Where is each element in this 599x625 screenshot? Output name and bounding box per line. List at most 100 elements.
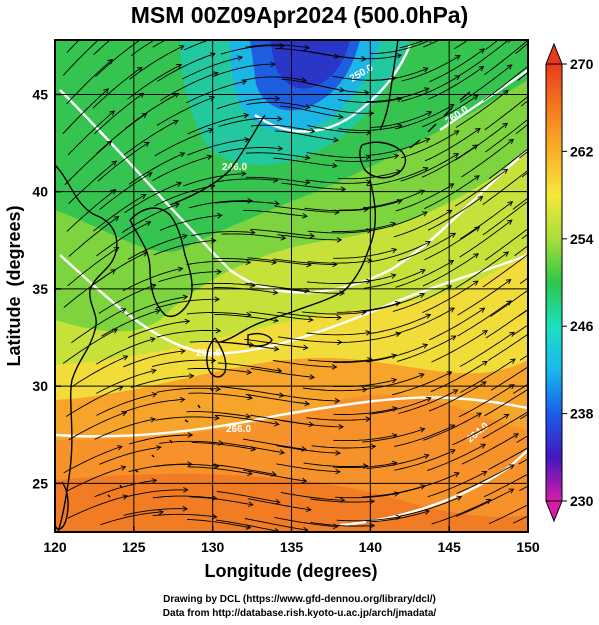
streamline xyxy=(306,417,371,421)
streamline-arrowhead xyxy=(508,40,511,44)
streamline-arrowhead xyxy=(182,505,189,512)
streamline-arrowhead xyxy=(480,381,487,387)
streamline-arrowhead xyxy=(530,91,535,96)
streamline xyxy=(151,359,216,368)
streamline xyxy=(488,504,528,525)
streamline xyxy=(366,454,429,469)
streamline-arrowhead xyxy=(563,41,568,46)
streamline-arrowhead xyxy=(309,232,316,239)
streamline-arrowhead xyxy=(333,523,339,530)
streamline-arrowhead xyxy=(446,371,453,377)
streamline-arrowhead xyxy=(304,400,311,407)
streamline-arrowhead xyxy=(275,498,281,505)
streamline-arrowhead xyxy=(179,396,186,403)
streamline xyxy=(97,141,150,182)
x-tick-label: 150 xyxy=(516,539,540,555)
streamline-arrowhead xyxy=(332,162,338,169)
streamline xyxy=(188,392,253,399)
streamline-arrowhead xyxy=(396,53,403,59)
chart-title: MSM 00Z09Apr2024 (500.0hPa) xyxy=(130,2,469,28)
streamline xyxy=(279,105,343,118)
streamline xyxy=(92,251,148,286)
streamline xyxy=(399,40,426,49)
streamline xyxy=(71,355,128,388)
streamline-arrowhead xyxy=(362,463,369,469)
streamline-arrowhead xyxy=(479,307,486,313)
streamline xyxy=(191,442,256,450)
streamline-arrowhead xyxy=(136,66,143,72)
streamline xyxy=(304,207,369,212)
streamline-arrowhead xyxy=(539,439,544,443)
streamline-arrowhead xyxy=(245,259,252,266)
streamline xyxy=(221,233,286,239)
streamline-arrowhead xyxy=(448,260,455,266)
streamline-arrowhead xyxy=(396,199,403,205)
streamline xyxy=(127,320,190,339)
streamline-arrowhead xyxy=(529,166,534,171)
streamline xyxy=(123,350,185,368)
streamline xyxy=(369,397,432,415)
streamline-arrowhead xyxy=(474,175,480,181)
streamline-arrowhead xyxy=(279,449,286,455)
streamline xyxy=(152,495,217,499)
streamline-arrowhead xyxy=(478,65,485,72)
streamline-arrowhead xyxy=(476,412,483,418)
streamline xyxy=(485,308,528,339)
streamline xyxy=(245,394,310,405)
streamline xyxy=(152,155,212,181)
streamline-arrowhead xyxy=(245,413,252,419)
streamline xyxy=(66,466,126,492)
streamline-arrowhead xyxy=(453,23,458,27)
streamline xyxy=(212,464,277,476)
streamline xyxy=(365,344,428,363)
x-axis: 120 125 130 135 140 145 150 xyxy=(43,526,540,555)
streamline xyxy=(101,309,161,337)
streamline xyxy=(307,259,372,264)
streamline-arrowhead xyxy=(567,247,572,251)
streamline xyxy=(401,55,461,82)
streamline xyxy=(515,123,528,135)
streamline xyxy=(454,40,469,50)
streamline-arrowhead xyxy=(176,181,182,187)
streamline-arrowhead xyxy=(391,353,398,359)
streamline-arrowhead xyxy=(338,423,345,430)
streamline xyxy=(130,375,194,389)
streamline-arrowhead xyxy=(340,186,347,193)
streamline-arrowhead xyxy=(506,64,513,70)
streamline xyxy=(159,214,222,231)
streamline-arrowhead xyxy=(560,13,565,18)
streamline xyxy=(281,182,346,190)
streamline-arrowhead xyxy=(277,115,283,122)
streamline-arrowhead xyxy=(572,462,577,466)
streamline-arrowhead xyxy=(532,222,537,227)
streamline xyxy=(394,449,456,471)
streamline xyxy=(427,471,487,498)
streamline xyxy=(153,239,216,256)
streamline xyxy=(123,120,179,156)
streamline xyxy=(279,419,344,428)
streamline-arrowhead xyxy=(453,153,460,159)
x-tick-label: 135 xyxy=(280,539,304,555)
streamline-arrowhead xyxy=(187,432,194,438)
streamline-arrowhead xyxy=(302,344,309,351)
streamline-arrowhead xyxy=(103,88,109,94)
streamline-arrowhead xyxy=(181,233,188,240)
streamline-arrowhead xyxy=(505,279,512,285)
streamline xyxy=(370,40,432,55)
streamline xyxy=(488,447,528,470)
streamline-arrowhead xyxy=(215,327,222,334)
streamline-arrowhead xyxy=(453,130,460,136)
streamline-arrowhead xyxy=(309,374,316,380)
streamline xyxy=(216,491,280,503)
streamline-arrowhead xyxy=(540,356,545,360)
streamline xyxy=(246,101,311,108)
streamline-arrowhead xyxy=(509,331,515,337)
y-tick-label: 25 xyxy=(32,475,48,491)
streamline xyxy=(305,82,369,94)
streamline xyxy=(456,464,515,494)
colorbar-upper-extend xyxy=(545,42,563,65)
streamline-arrowhead xyxy=(530,9,535,14)
streamline-arrowhead xyxy=(273,346,280,352)
streamline xyxy=(394,104,455,130)
streamline-arrowhead xyxy=(502,168,509,174)
